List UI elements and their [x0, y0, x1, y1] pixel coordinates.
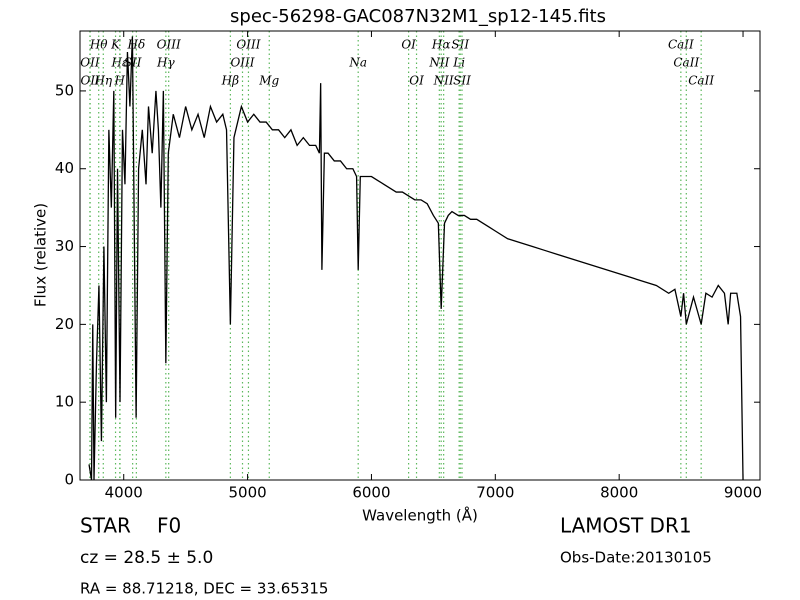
- line-label: Hβ: [221, 74, 239, 88]
- line-label: OIII: [157, 38, 181, 52]
- x-tick-label: 5000: [228, 484, 266, 502]
- x-tick-label: 9000: [724, 484, 762, 502]
- line-label: Hγ: [156, 56, 175, 70]
- y-tick-label: 20: [55, 315, 74, 333]
- line-label: Hη: [93, 74, 112, 88]
- line-label: OIII: [236, 38, 260, 52]
- line-label: CaII: [673, 56, 699, 70]
- line-label: K: [110, 38, 121, 52]
- x-tick-label: 6000: [352, 484, 390, 502]
- line-label: SII: [453, 74, 471, 88]
- line-label: Hθ: [89, 38, 108, 52]
- obs-date: Obs-Date:20130105: [560, 549, 712, 567]
- line-label: Hδ: [127, 38, 146, 52]
- x-tick-label: 4000: [105, 484, 143, 502]
- line-label: CaII: [688, 74, 714, 88]
- y-tick-label: 40: [55, 159, 74, 177]
- line-label: CaII: [668, 38, 694, 52]
- survey: LAMOST DR1: [560, 514, 692, 538]
- line-label: H: [114, 74, 126, 88]
- x-tick-label: 7000: [476, 484, 514, 502]
- y-tick-label: 50: [55, 81, 74, 99]
- object-type: STAR: [80, 514, 131, 538]
- line-label: OIII: [230, 56, 254, 70]
- y-tick-label: 30: [55, 237, 74, 255]
- line-label: NII: [428, 56, 449, 70]
- redshift: cz = 28.5 ± 5.0: [80, 548, 213, 568]
- line-label: SII: [451, 38, 469, 52]
- x-axis-label: Wavelength (Å): [362, 506, 478, 525]
- y-tick-label: 10: [55, 393, 74, 411]
- plot-frame: [79, 30, 761, 481]
- chart-title: spec-56298-GAC087N32M1_sp12-145.fits: [230, 6, 606, 27]
- spectral-class: F0: [157, 514, 181, 538]
- y-axis-label: Flux (relative): [32, 203, 50, 307]
- line-label: OI: [409, 74, 424, 88]
- line-label: NII: [433, 74, 454, 88]
- line-label: Hα: [431, 38, 451, 52]
- line-label: OI: [401, 38, 416, 52]
- y-tick-label: 0: [64, 471, 74, 489]
- line-label: Mg: [258, 74, 279, 88]
- x-tick-label: 8000: [600, 484, 638, 502]
- line-label: Li: [452, 56, 465, 70]
- line-label: OII: [80, 74, 100, 88]
- coordinates: RA = 88.71218, DEC = 33.65315: [80, 580, 328, 598]
- line-label: Na: [348, 56, 367, 70]
- spectrum-line: [88, 36, 744, 480]
